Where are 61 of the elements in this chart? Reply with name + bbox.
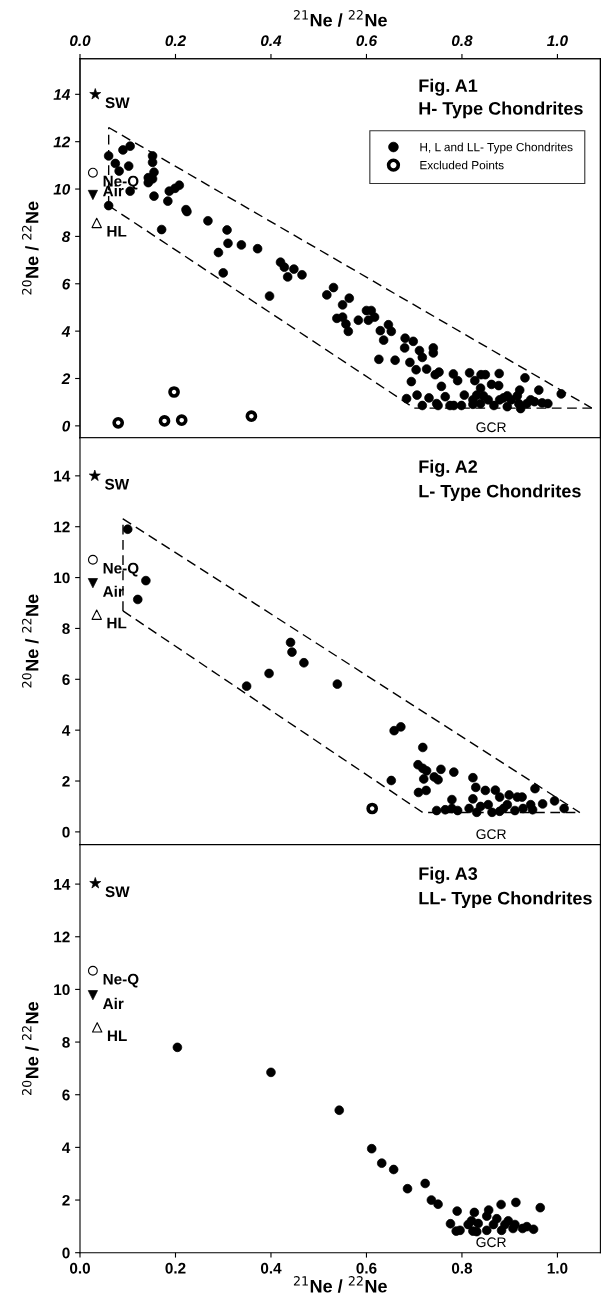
x-tick-label: 0.6 — [356, 1262, 377, 1274]
series-label: SW — [105, 886, 130, 898]
x2-tick-label: 0.8 — [451, 35, 473, 47]
text: H- Type Chondrites — [419, 101, 583, 119]
y-tick-label: 10 — [54, 572, 70, 584]
y-tick-label: 14 — [54, 470, 71, 482]
x2-tick-label: 0.4 — [260, 35, 282, 47]
y-tick-label: 6 — [62, 278, 71, 290]
x2-tick-label: 0.6 — [356, 35, 378, 47]
y-tick-label: 10 — [53, 183, 71, 195]
x-axis-title: $^{21}$Ne / $^{22}$Ne — [293, 1276, 387, 1293]
legend-label: Excluded Points — [420, 160, 504, 170]
series-label: Ne-Q — [103, 973, 139, 988]
series-label: SW — [105, 97, 130, 109]
series-label: Ne-Q — [103, 562, 139, 577]
y-axis-title: $^{20}$Ne / $^{22}$Ne — [22, 1001, 39, 1095]
y-tick-label: 8 — [62, 623, 70, 635]
text: Fig. A2 — [419, 459, 478, 477]
annotation: GCR — [476, 422, 506, 433]
x2-axis-title: $^{21}$Ne / $^{22}$Ne — [293, 10, 387, 27]
series-label: HL — [107, 617, 127, 629]
y-tick-label: 8 — [61, 231, 71, 243]
y-tick-label: 0 — [62, 826, 70, 838]
y-tick-label: 2 — [61, 373, 71, 385]
text: Fig. A1 — [419, 78, 478, 96]
y-tick-label: 0 — [62, 420, 71, 432]
y-tick-label: 2 — [62, 1194, 70, 1206]
text: Fig. A3 — [419, 866, 478, 884]
y-axis-title: $^{20}$Ne / $^{22}$Ne — [22, 201, 39, 295]
x-tick-label: 0.4 — [260, 1262, 282, 1274]
series-label: SW — [104, 478, 130, 490]
series-label: HL — [107, 1030, 127, 1041]
x2-tick-label: 1.0 — [547, 35, 568, 47]
y-tick-label: 10 — [54, 984, 70, 996]
y-tick-label: 4 — [62, 1142, 71, 1153]
y-axis-title: $^{20}$Ne / $^{22}$Ne — [22, 594, 39, 688]
y-tick-label: 4 — [62, 725, 71, 736]
x-tick-label: 0.0 — [69, 1262, 90, 1274]
text: LL- Type Chondrites — [419, 891, 592, 909]
y-tick-label: 0 — [62, 1247, 70, 1259]
y-tick-label: 14 — [54, 879, 71, 890]
x2-tick-label: 0.2 — [165, 35, 186, 47]
y-tick-label: 14 — [53, 89, 71, 100]
series-label: HL — [107, 226, 127, 237]
y-tick-label: 12 — [54, 521, 70, 533]
legend-label: H, L and LL- Type Chondrites — [420, 142, 573, 154]
y-tick-label: 6 — [62, 674, 70, 685]
annotation: GCR — [476, 1237, 506, 1248]
y-tick-label: 4 — [61, 326, 71, 337]
x2-tick-label: 0.0 — [70, 35, 91, 47]
annotation: GCR — [476, 829, 506, 840]
y-tick-label: 2 — [62, 775, 70, 787]
x-tick-label: 0.8 — [451, 1262, 473, 1274]
y-tick-label: 6 — [62, 1089, 70, 1101]
y-tick-label: 12 — [54, 931, 70, 943]
text: L- Type Chondrites — [419, 484, 581, 502]
x-tick-label: 1.0 — [547, 1262, 568, 1274]
x-tick-label: 0.2 — [165, 1262, 186, 1274]
y-tick-label: 8 — [62, 1036, 70, 1048]
series-label: Air — [102, 997, 124, 1009]
y-tick-label: 12 — [53, 136, 71, 148]
